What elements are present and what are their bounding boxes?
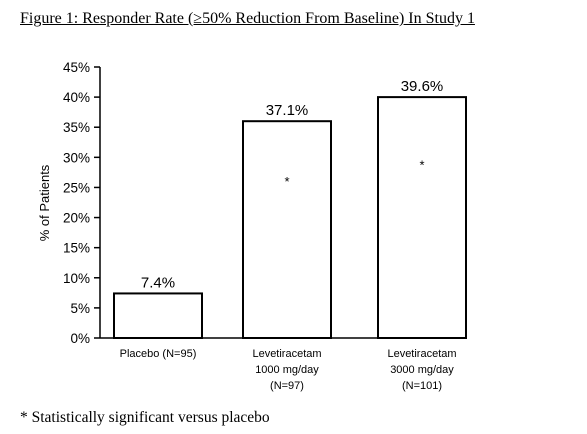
- figure-footnote: * Statistically significant versus place…: [20, 409, 270, 426]
- bar: [377, 96, 467, 339]
- y-tick-label: 0%: [70, 331, 90, 346]
- y-tick-label: 25%: [63, 180, 90, 195]
- y-tick-label: 45%: [63, 60, 90, 75]
- bar-data-label: 37.1%: [266, 102, 309, 119]
- y-tick-label: 30%: [63, 150, 90, 165]
- x-category-label: 1000 mg/day: [255, 364, 319, 376]
- y-tick-label: 35%: [63, 120, 90, 135]
- figure-title: Figure 1: Responder Rate (≥50% Reduction…: [20, 10, 475, 27]
- significance-marker: *: [419, 157, 424, 172]
- x-category-label: Placebo (N=95): [120, 348, 197, 360]
- y-tick-label: 5%: [70, 301, 90, 316]
- bar-data-label: 7.4%: [141, 274, 175, 291]
- bar: [242, 120, 332, 339]
- x-category-label: (N=97): [270, 380, 304, 392]
- y-tick-label: 40%: [63, 90, 90, 105]
- y-tick-label: 10%: [63, 271, 90, 286]
- x-category-label: Levetiracetam: [387, 348, 456, 360]
- bar-data-label: 39.6%: [401, 78, 444, 95]
- bar: [113, 292, 203, 339]
- x-category-label: Levetiracetam: [252, 348, 321, 360]
- y-tick-label: 15%: [63, 241, 90, 256]
- y-tick-label: 20%: [63, 211, 90, 226]
- x-category-label: (N=101): [402, 380, 442, 392]
- y-axis-label: % of Patients: [37, 164, 52, 241]
- x-category-label: 3000 mg/day: [390, 364, 454, 376]
- significance-marker: *: [284, 174, 289, 189]
